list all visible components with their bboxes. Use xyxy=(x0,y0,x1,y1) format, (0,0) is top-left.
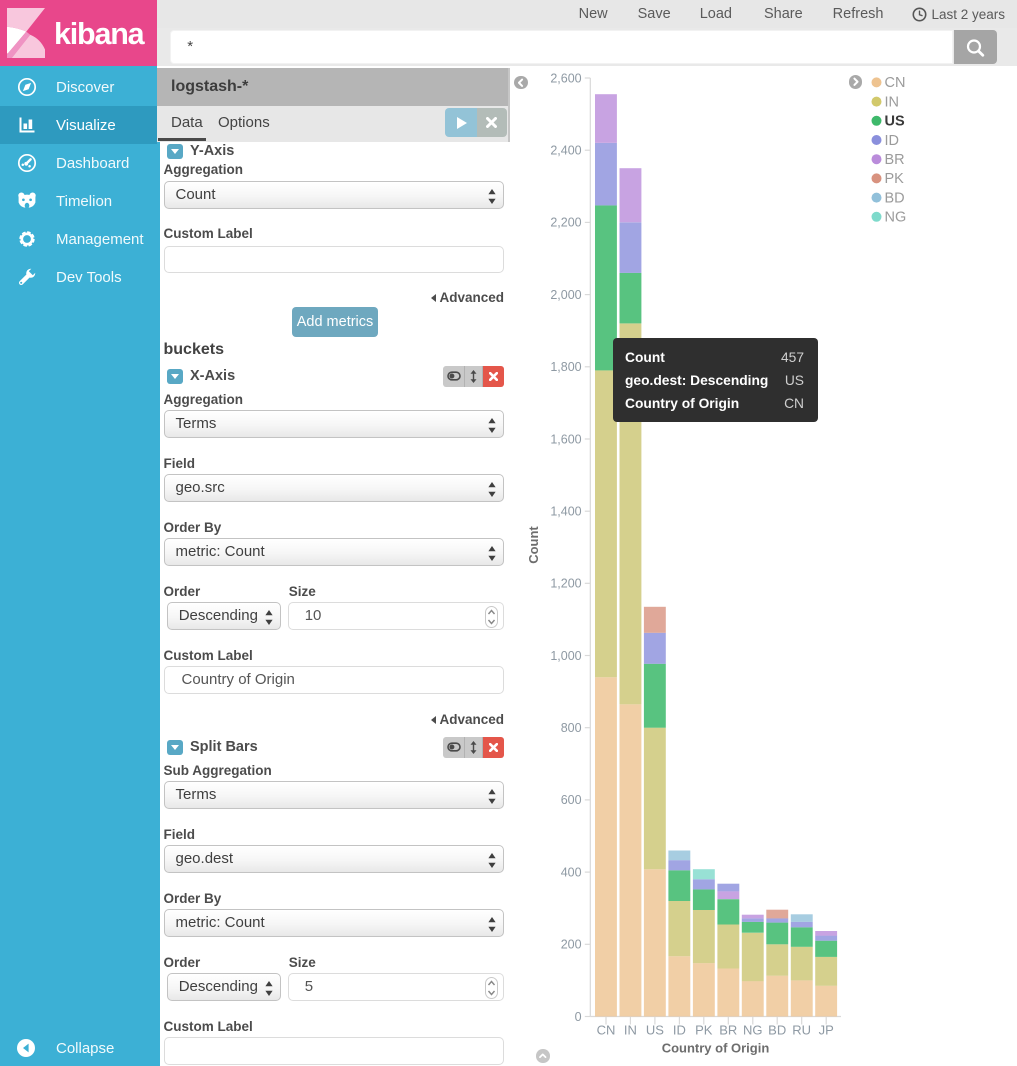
svg-text:2,000: 2,000 xyxy=(550,288,581,302)
svg-text:JP: JP xyxy=(819,1022,834,1037)
svg-text:1,000: 1,000 xyxy=(550,649,581,663)
svg-text:Country of Origin: Country of Origin xyxy=(662,1041,770,1056)
svg-text:US: US xyxy=(885,114,905,130)
svg-text:1,400: 1,400 xyxy=(550,505,581,519)
svg-text:1,600: 1,600 xyxy=(550,432,581,446)
svg-text:2,600: 2,600 xyxy=(550,71,581,85)
svg-text:BD: BD xyxy=(885,190,905,206)
svg-text:BR: BR xyxy=(885,152,905,168)
svg-text:200: 200 xyxy=(561,938,582,952)
svg-text:CN: CN xyxy=(885,75,906,91)
svg-text:600: 600 xyxy=(561,793,582,807)
svg-text:ID: ID xyxy=(673,1022,686,1037)
svg-text:NG: NG xyxy=(885,210,907,226)
svg-text:PK: PK xyxy=(695,1022,713,1037)
svg-text:PK: PK xyxy=(885,171,905,187)
svg-text:US: US xyxy=(646,1022,664,1037)
svg-text:1,200: 1,200 xyxy=(550,577,581,591)
svg-text:BD: BD xyxy=(768,1022,786,1037)
svg-text:IN: IN xyxy=(885,94,900,110)
svg-text:2,200: 2,200 xyxy=(550,216,581,230)
svg-text:ID: ID xyxy=(885,133,900,149)
svg-text:1,800: 1,800 xyxy=(550,360,581,374)
svg-text:CN: CN xyxy=(597,1022,616,1037)
svg-text:Count: Count xyxy=(526,526,541,564)
svg-text:2,400: 2,400 xyxy=(550,144,581,158)
svg-text:RU: RU xyxy=(792,1022,811,1037)
svg-text:400: 400 xyxy=(561,865,582,879)
svg-text:NG: NG xyxy=(743,1022,763,1037)
svg-text:0: 0 xyxy=(575,1010,582,1024)
svg-text:BR: BR xyxy=(719,1022,737,1037)
svg-text:800: 800 xyxy=(561,721,582,735)
svg-text:IN: IN xyxy=(624,1022,637,1037)
